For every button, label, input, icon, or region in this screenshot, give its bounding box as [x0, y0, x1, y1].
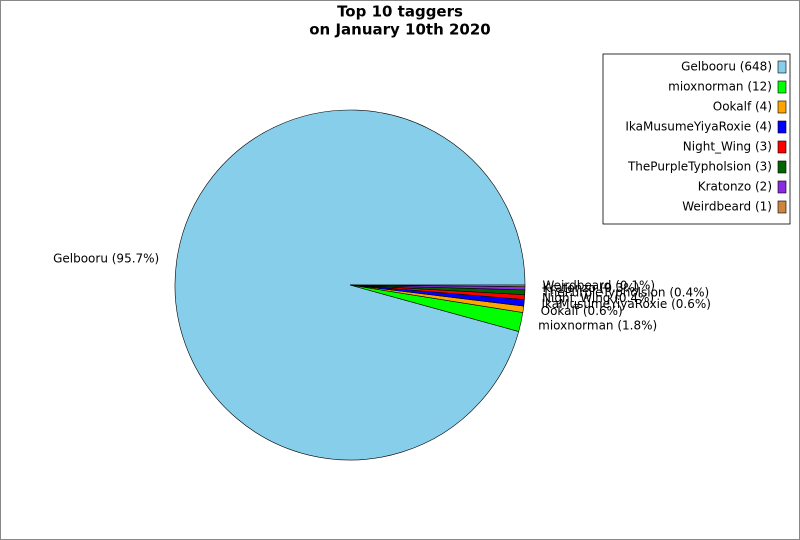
legend-label: IkaMusumeYiyaRoxie (4) — [625, 120, 772, 134]
slice-label: IkaMusumeYiyaRoxie (0.6%) — [541, 297, 710, 311]
legend-label: mioxnorman (12) — [668, 80, 772, 94]
chart-title: Top 10 taggers — [337, 3, 463, 21]
slice-label: Ookalf (0.6%) — [541, 304, 623, 318]
legend-label: ThePurpleTypholsion (3) — [627, 160, 772, 174]
legend-label: Kratonzo (2) — [698, 180, 772, 194]
legend-swatch — [777, 160, 787, 174]
legend-swatch — [777, 80, 787, 94]
legend-label: Weirdbeard (1) — [682, 200, 772, 214]
slice-label: ThePurpleTypholsion (0.4%) — [541, 286, 709, 300]
legend-swatch — [777, 140, 787, 154]
pie-slice — [349, 284, 526, 287]
legend-swatch — [777, 120, 787, 134]
slice-label: Night_Wing (0.4%) — [542, 291, 654, 305]
legend-swatch — [777, 200, 787, 214]
slice-label: Kratonzo (0.3%) — [542, 281, 639, 295]
legend-swatch — [777, 60, 787, 74]
legend-box — [602, 53, 791, 225]
chart-title: on January 10th 2020 — [309, 21, 490, 39]
legend-label: Ookalf (4) — [713, 100, 772, 114]
slice-label: Weirdbeard (0.1%) — [542, 278, 655, 292]
legend-swatch — [777, 180, 787, 194]
legend-label: Night_Wing (3) — [683, 140, 772, 154]
slice-label: Gelbooru (95.7%) — [53, 252, 159, 266]
slice-label: mioxnorman (1.8%) — [538, 318, 657, 332]
legend-swatch — [777, 100, 787, 114]
legend-label: Gelbooru (648) — [681, 60, 772, 74]
